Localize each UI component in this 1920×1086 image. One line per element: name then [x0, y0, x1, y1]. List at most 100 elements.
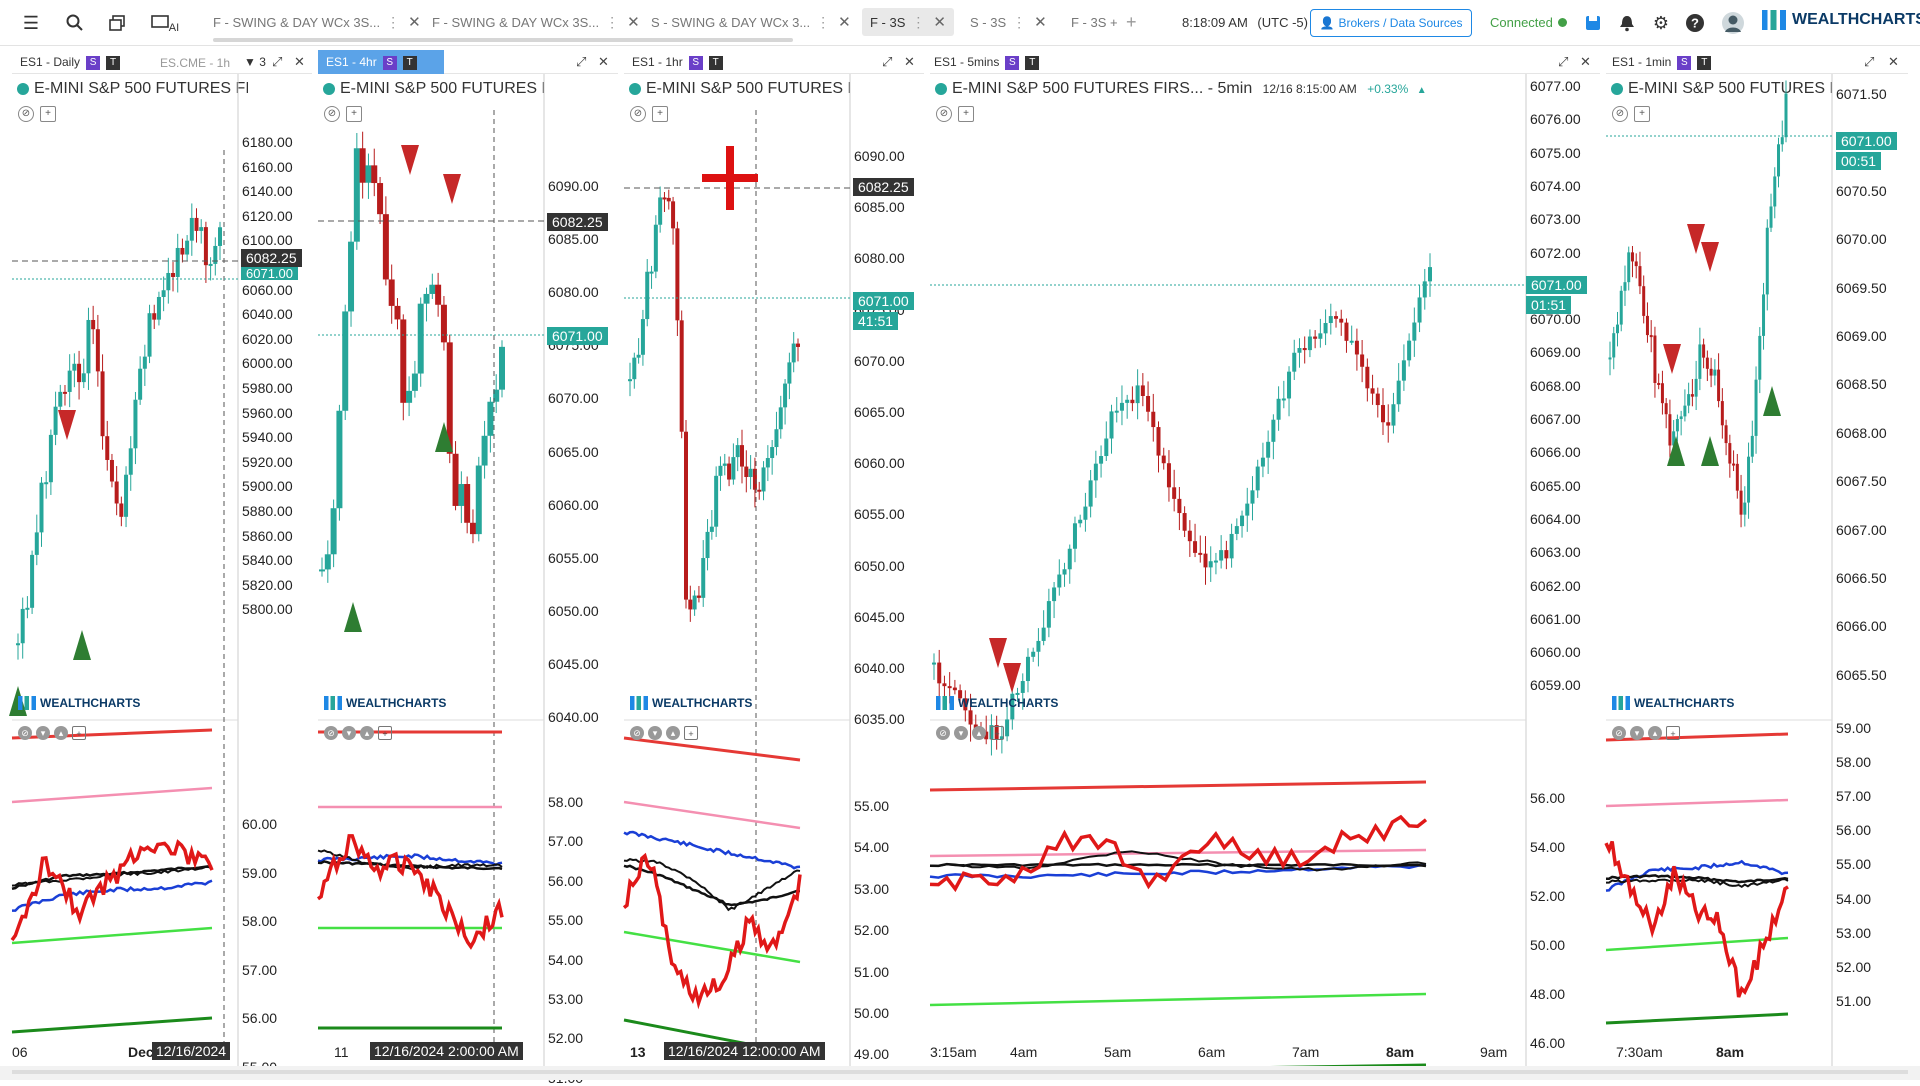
t-badge[interactable]: T: [708, 55, 723, 70]
chart-panel-5min[interactable]: ES1 - 5mins S T ⤢ ✕ E-MINI S&P 500 FUTURES…: [929, 50, 1600, 1075]
tab-f-3s[interactable]: F - 3S ⋮ ✕: [862, 8, 954, 36]
maximize-icon[interactable]: ⤢: [1558, 54, 1569, 69]
tab-close-icon[interactable]: ✕: [1034, 14, 1047, 31]
t-badge[interactable]: T: [1025, 55, 1040, 70]
s-badge[interactable]: S: [1005, 55, 1020, 70]
price-chart[interactable]: [622, 50, 924, 1066]
move-up-icon[interactable]: ▴: [1648, 726, 1662, 740]
candle-body: [1750, 435, 1754, 457]
ai-label: AI: [168, 22, 180, 34]
hide-icon[interactable]: ⊘: [324, 726, 338, 740]
move-down-icon[interactable]: ▾: [954, 726, 968, 740]
hide-icon[interactable]: ⊘: [936, 726, 950, 740]
tab-scrollbar[interactable]: [213, 38, 793, 42]
add-tab-icon[interactable]: +: [1126, 11, 1137, 32]
linked-count[interactable]: ▼ 3: [244, 55, 266, 69]
maximize-icon[interactable]: ⤢: [272, 54, 283, 69]
close-panel-icon[interactable]: ✕: [294, 54, 305, 69]
move-up-icon[interactable]: ▴: [666, 726, 680, 740]
add-study-icon[interactable]: +: [652, 106, 668, 122]
hide-icon[interactable]: ⊘: [936, 106, 952, 122]
s-badge[interactable]: S: [1677, 55, 1692, 70]
search-icon[interactable]: [62, 10, 88, 36]
candle-body: [1031, 651, 1036, 657]
close-panel-icon[interactable]: ✕: [598, 54, 609, 69]
move-down-icon[interactable]: ▾: [648, 726, 662, 740]
tab-close-icon[interactable]: ✕: [627, 14, 640, 31]
hamburger-menu-icon[interactable]: ☰: [22, 12, 40, 33]
tab-swing-day-1[interactable]: F - SWING & DAY WCx 3S... ⋮ ✕: [213, 8, 421, 36]
tab-options-icon[interactable]: ⋮: [605, 13, 620, 30]
add-study-icon[interactable]: +: [1634, 106, 1650, 122]
move-up-icon[interactable]: ▴: [360, 726, 374, 740]
linked-symbol[interactable]: ES.CME - 1h: [160, 56, 231, 70]
s-badge[interactable]: S: [382, 55, 397, 70]
tab-options-icon[interactable]: ⋮: [911, 13, 926, 30]
ai-assistant-icon[interactable]: AI: [148, 10, 182, 36]
move-down-icon[interactable]: ▾: [36, 726, 50, 740]
chart-panel-1min[interactable]: ES1 - 1min S T ⤢ ✕ E-MINI S&P 500 FUTURES …: [1604, 50, 1908, 1066]
t-badge[interactable]: T: [402, 55, 417, 70]
tab-close-icon[interactable]: ✕: [408, 14, 421, 31]
t-badge[interactable]: T: [106, 55, 121, 70]
s-badge[interactable]: S: [86, 55, 101, 70]
save-icon[interactable]: [1580, 10, 1606, 36]
tab-close-icon[interactable]: ✕: [933, 14, 946, 31]
tab-s-3s[interactable]: S - 3S ⋮ ✕: [970, 8, 1047, 36]
gear-icon[interactable]: ⚙: [1652, 12, 1670, 33]
tab-options-icon[interactable]: ⋮: [386, 13, 401, 30]
maximize-icon[interactable]: ⤢: [882, 54, 893, 69]
move-up-icon[interactable]: ▴: [972, 726, 986, 740]
chart-panel-daily[interactable]: ES1 - Daily S T ES.CME - 1h ▼ 3 ⤢ ✕ E-MINI…: [9, 50, 312, 1075]
avatar[interactable]: [1720, 10, 1746, 36]
move-down-icon[interactable]: ▾: [1630, 726, 1644, 740]
axis-tick-label: 55.00: [1836, 856, 1872, 873]
hide-icon[interactable]: ⊘: [630, 726, 644, 740]
hide-icon[interactable]: ⊘: [18, 726, 32, 740]
maximize-icon[interactable]: ⤢: [1864, 54, 1875, 69]
tab-swing-day-3[interactable]: S - SWING & DAY WCx 3... ⋮ ✕: [651, 8, 851, 36]
hide-icon[interactable]: ⊘: [18, 106, 34, 122]
add-indicator-icon[interactable]: +: [1666, 726, 1680, 740]
horizontal-scrollbar[interactable]: [12, 1070, 1908, 1074]
brokers-button[interactable]: 👤 Brokers / Data Sources: [1310, 9, 1472, 37]
price-chart[interactable]: [316, 50, 618, 1066]
add-study-icon[interactable]: +: [40, 106, 56, 122]
t-badge[interactable]: T: [1697, 55, 1712, 70]
chart-panel-4hr[interactable]: ES1 - 4hr S T ⤢ ✕ E-MINI S&P 500 FUTURES F…: [316, 50, 618, 1086]
hide-icon[interactable]: ⊘: [324, 106, 340, 122]
windows-icon[interactable]: [104, 10, 130, 36]
hide-icon[interactable]: ⊘: [1612, 106, 1628, 122]
tab-swing-day-2[interactable]: F - SWING & DAY WCx 3S... ⋮ ✕: [432, 8, 640, 36]
close-panel-icon[interactable]: ✕: [1888, 54, 1899, 69]
tab-options-icon[interactable]: ⋮: [816, 13, 831, 30]
axis-tick-label: 6062.00: [1530, 577, 1581, 594]
maximize-icon[interactable]: ⤢: [576, 54, 587, 69]
close-panel-icon[interactable]: ✕: [1580, 54, 1591, 69]
add-indicator-icon[interactable]: +: [72, 726, 86, 740]
hide-icon[interactable]: ⊘: [630, 106, 646, 122]
chart-panel-1hr[interactable]: ES1 - 1hr S T ⤢ ✕ E-MINI S&P 500 FUTURES F…: [622, 50, 924, 1066]
buy-signal-arrow: [1763, 386, 1781, 416]
candle-body: [731, 457, 736, 480]
last-price-tag: 6071.00: [1836, 132, 1897, 150]
candle-body: [95, 329, 100, 372]
add-study-icon[interactable]: +: [346, 106, 362, 122]
move-up-icon[interactable]: ▴: [54, 726, 68, 740]
price-chart[interactable]: [1604, 50, 1908, 1066]
hide-icon[interactable]: ⊘: [1612, 726, 1626, 740]
add-indicator-icon[interactable]: +: [990, 726, 1004, 740]
tab-close-icon[interactable]: ✕: [838, 14, 851, 31]
notifications-icon[interactable]: [1614, 10, 1640, 36]
s-badge[interactable]: S: [688, 55, 703, 70]
tab-f-3s-plus[interactable]: F - 3S +: [1071, 8, 1118, 36]
price-chart[interactable]: [929, 50, 1600, 1075]
move-down-icon[interactable]: ▾: [342, 726, 356, 740]
help-icon[interactable]: ?: [1682, 10, 1708, 36]
add-indicator-icon[interactable]: +: [378, 726, 392, 740]
add-study-icon[interactable]: +: [958, 106, 974, 122]
close-panel-icon[interactable]: ✕: [904, 54, 915, 69]
add-indicator-icon[interactable]: +: [684, 726, 698, 740]
x-tick-label: 5am: [1104, 1044, 1132, 1060]
tab-options-icon[interactable]: ⋮: [1012, 13, 1027, 30]
